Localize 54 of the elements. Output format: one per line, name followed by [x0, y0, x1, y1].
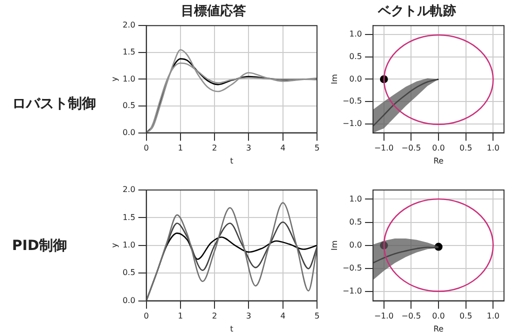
y-tick-label: 2.0 — [122, 20, 136, 30]
x-tick-label: 3 — [246, 312, 252, 321]
y-tick-label: 0.0 — [122, 128, 136, 137]
y-tick-label: 1.0 — [349, 30, 362, 39]
y-axis-title: y — [110, 76, 119, 82]
x-tick-label: 4 — [280, 144, 286, 153]
x-axis-title: Re — [433, 324, 444, 334]
x-tick-label: 0.0 — [432, 312, 445, 321]
y-tick-label: 2.0 — [122, 185, 136, 194]
y-tick-label: 1.0 — [122, 240, 136, 250]
x-tick-label: 4 — [280, 312, 286, 321]
y-tick-label: 0.0 — [122, 296, 136, 305]
chart-title: 目標値応答 — [181, 3, 246, 20]
x-tick-label: 0 — [144, 144, 149, 153]
x-axis-title: t — [230, 156, 234, 166]
y-tick-label: 1.0 — [122, 74, 136, 84]
x-tick-label: 1 — [178, 312, 184, 321]
x-tick-label: −0.5 — [402, 144, 421, 153]
y-axis-title: y — [110, 242, 119, 248]
y-tick-label: 0.5 — [122, 268, 136, 278]
x-tick-label: 2 — [212, 144, 218, 153]
x-tick-label: 3 — [246, 144, 252, 153]
y-tick-label: 0.5 — [122, 101, 136, 110]
y-tick-label: 0.5 — [349, 217, 362, 226]
x-tick-label: −0.5 — [402, 312, 421, 321]
y-tick-label: 1.5 — [122, 212, 136, 222]
y-tick-label: −0.5 — [342, 264, 362, 273]
text: ロバスト制御 — [12, 95, 96, 113]
x-axis-title: t — [230, 324, 234, 334]
y-tick-label: −1.0 — [342, 118, 362, 128]
x-tick-label: 0.5 — [459, 312, 472, 321]
text: PID制御 — [12, 237, 68, 255]
x-tick-label: −1.0 — [374, 144, 394, 153]
x-tick-label: 5 — [314, 144, 320, 153]
y-tick-label: 0.0 — [349, 240, 362, 250]
y-tick-label: −0.5 — [342, 96, 362, 106]
y-axis-title: Im — [330, 240, 339, 250]
x-tick-label: 0.5 — [459, 144, 472, 153]
y-tick-label: −1.0 — [342, 286, 362, 296]
y-axis-title: Im — [330, 74, 339, 84]
y-tick-label: 0.5 — [349, 52, 362, 61]
x-tick-label: 1.0 — [486, 144, 500, 153]
x-axis-title: Re — [433, 156, 444, 166]
chart-title: ベクトル軌跡 — [377, 3, 456, 20]
x-tick-label: 1.0 — [486, 312, 500, 321]
x-tick-label: 0 — [144, 312, 149, 321]
x-tick-label: 5 — [314, 312, 320, 321]
x-tick-label: −1.0 — [374, 312, 394, 321]
x-tick-label: 0.0 — [432, 144, 445, 153]
y-tick-label: 1.5 — [122, 47, 136, 56]
y-tick-label: 0.0 — [349, 74, 362, 84]
x-tick-label: 2 — [212, 312, 218, 321]
x-tick-label: 1 — [178, 144, 184, 153]
y-tick-label: 1.0 — [349, 194, 362, 204]
